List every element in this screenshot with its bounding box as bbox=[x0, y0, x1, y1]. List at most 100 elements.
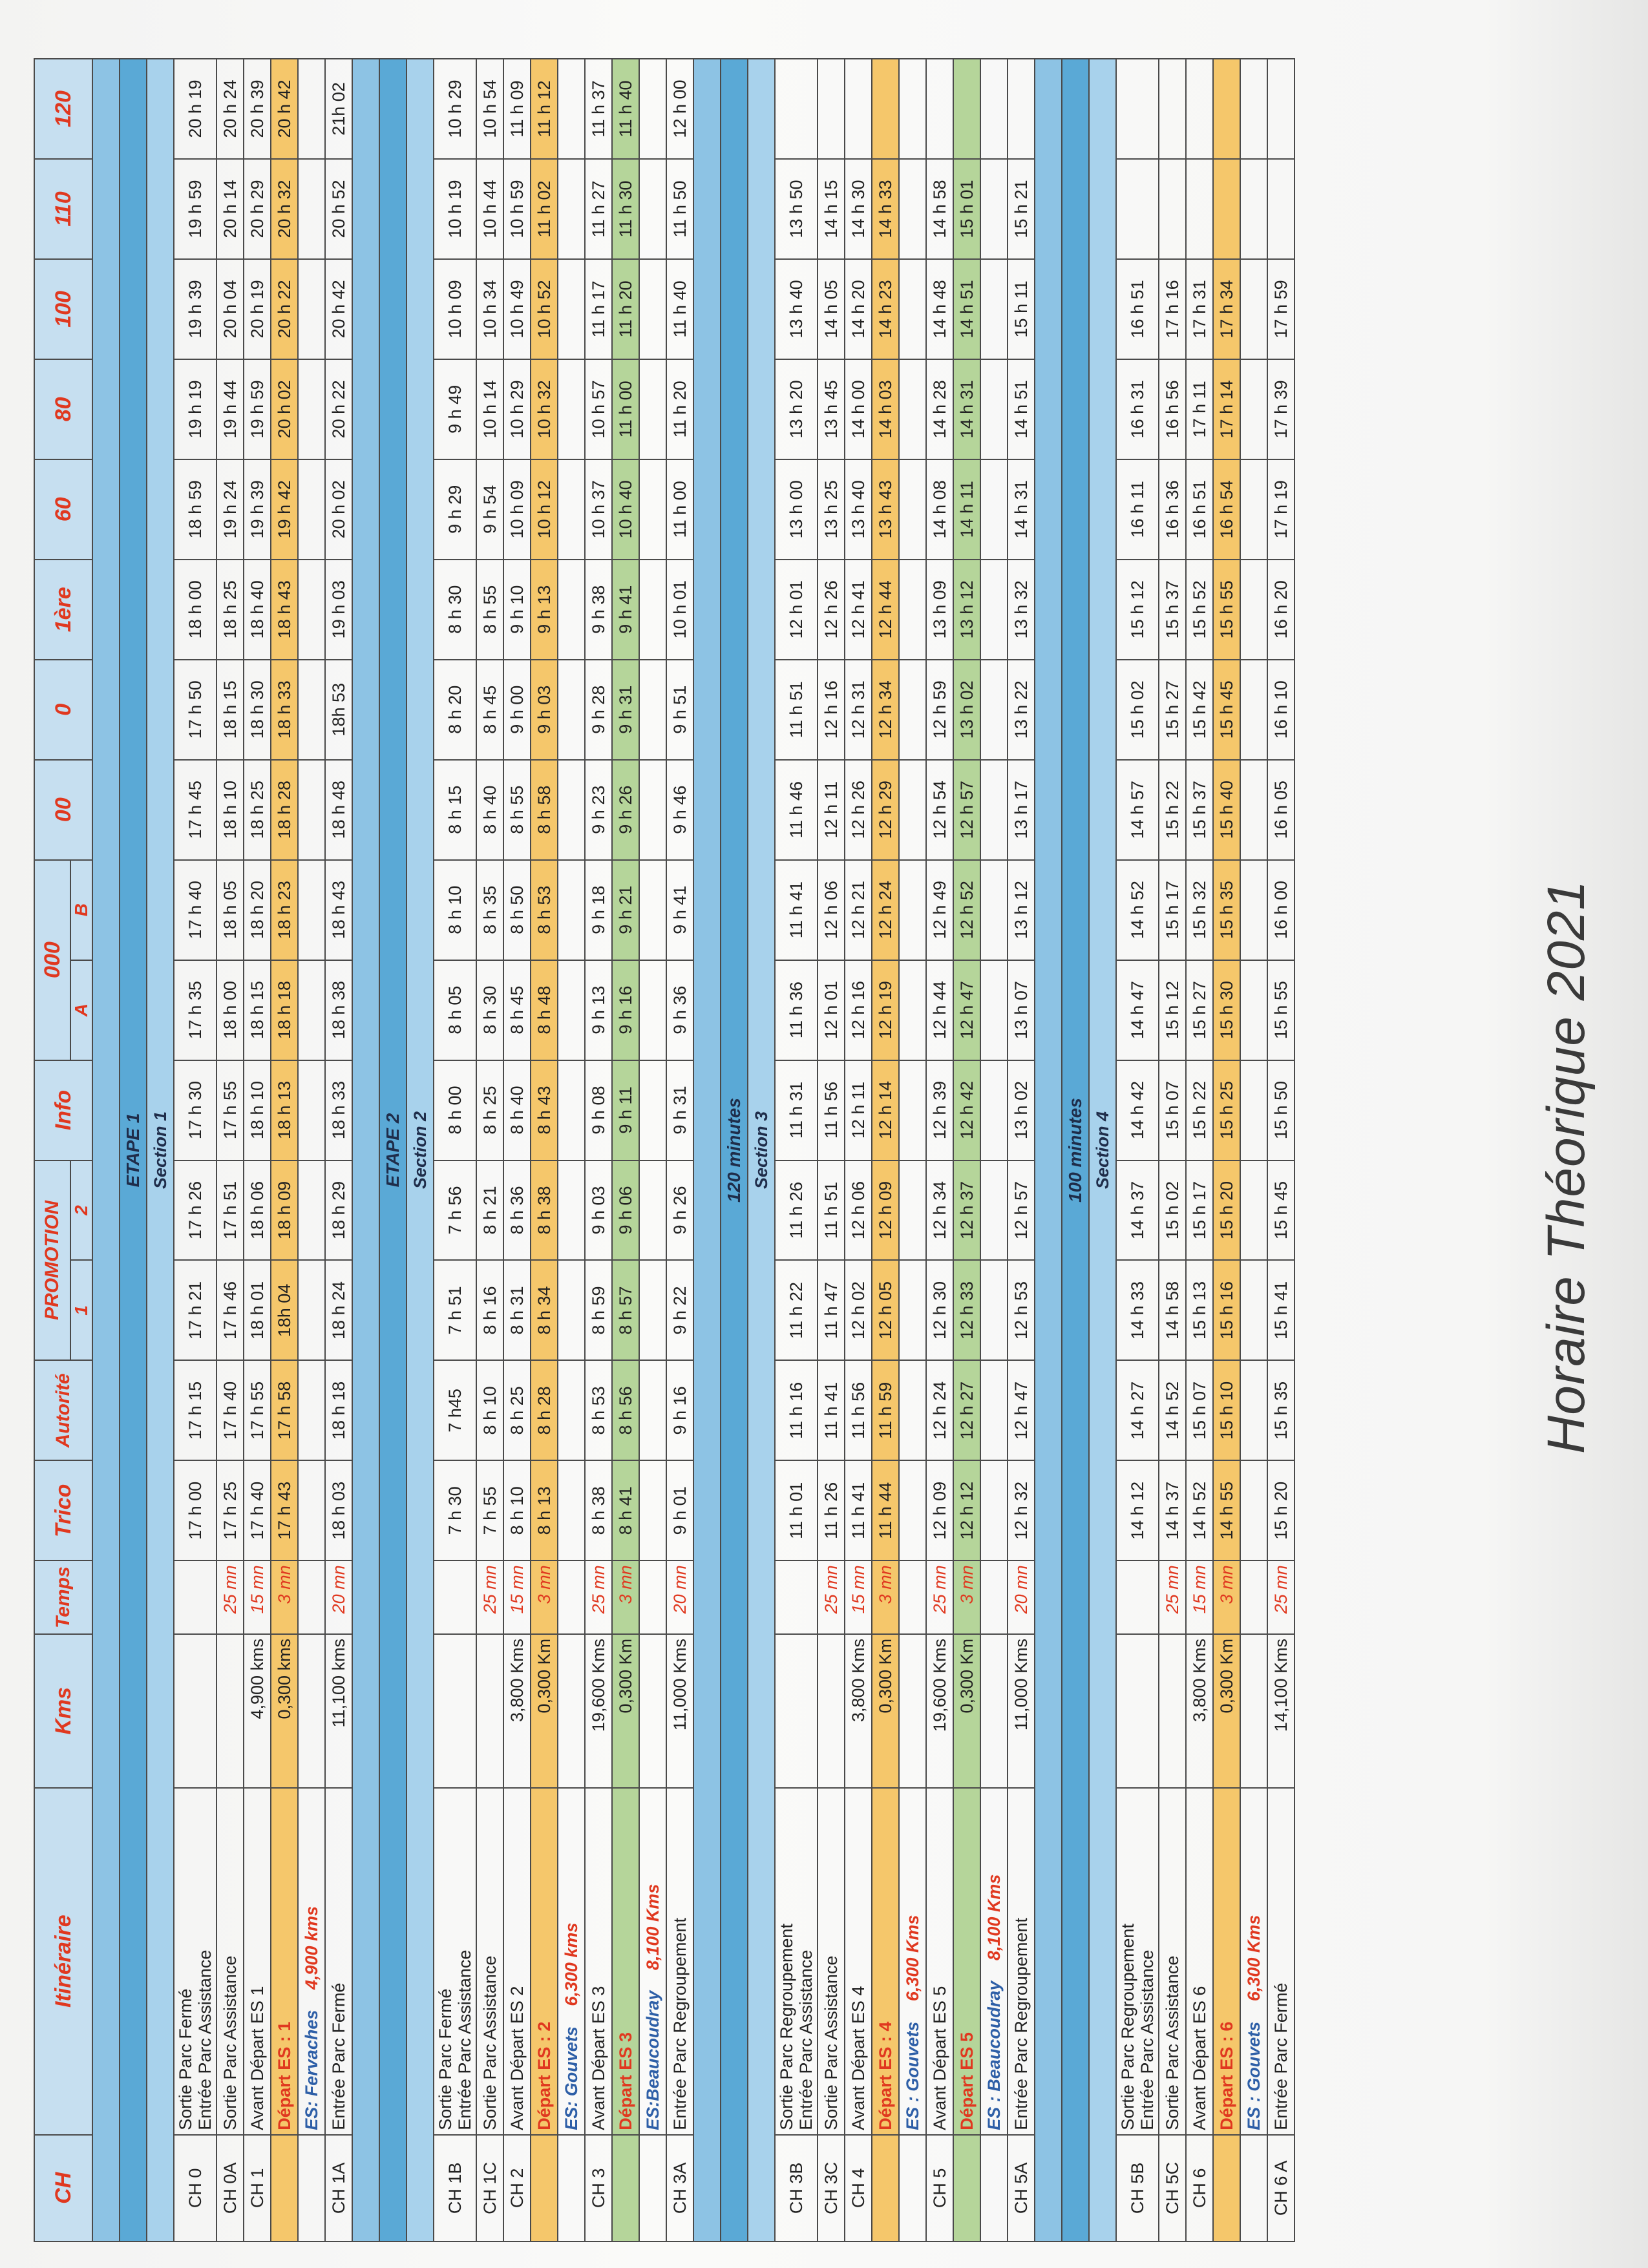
time-cell bbox=[1116, 158, 1159, 259]
time-cell: 20 h 19 bbox=[174, 59, 217, 159]
schedule-row: CH 1C Sortie Parc Assistance 25 mn 7 h 55 8 … bbox=[476, 59, 503, 2242]
time-cell bbox=[1267, 59, 1294, 159]
time-cell: 17 h 26 bbox=[174, 1160, 217, 1261]
time-cell: 18 h 38 bbox=[325, 960, 352, 1060]
time-cell: 13 h 09 bbox=[926, 559, 953, 660]
time-cell: 7 h 51 bbox=[434, 1260, 476, 1361]
ch-cell: CH 5 bbox=[926, 2134, 953, 2242]
empty-cell bbox=[899, 859, 926, 960]
empty-cell bbox=[639, 59, 666, 159]
empty-cell bbox=[1240, 359, 1267, 459]
ch-cell: CH 1C bbox=[476, 2134, 503, 2242]
kms-cell bbox=[434, 1633, 476, 1788]
time-cell: 10 h 12 bbox=[531, 459, 558, 560]
time-cell: 11 h 00 bbox=[666, 459, 693, 560]
empty-cell bbox=[639, 1560, 666, 1634]
empty-cell bbox=[1240, 1560, 1267, 1634]
schedule-row: CH 6 A Entrée Parc Fermé 14,100 Kms 25 mn 15… bbox=[1267, 59, 1294, 2242]
time-cell: 13 h 20 bbox=[775, 359, 818, 459]
ch-cell bbox=[612, 2134, 639, 2242]
time-cell: 18 h 20 bbox=[244, 859, 271, 960]
time-cell: 10 h 09 bbox=[503, 459, 531, 560]
time-cell: 13 h 00 bbox=[775, 459, 818, 560]
time-cell: 17 h 45 bbox=[174, 759, 217, 860]
time-cell: 12 h 33 bbox=[953, 1260, 980, 1361]
itinerary-line: Sortie Parc Assistance bbox=[480, 1955, 500, 2130]
schedule-row: CH 5B Sortie Parc Regroupement Entrée Parc… bbox=[1116, 59, 1159, 2242]
empty-cell bbox=[639, 158, 666, 259]
empty-cell bbox=[1240, 1260, 1267, 1361]
time-cell: 15 h 35 bbox=[1267, 1360, 1294, 1461]
time-cell: 12 h 16 bbox=[845, 960, 872, 1060]
schedule-row: CH 5C Sortie Parc Assistance 25 mn 14 h 37 1… bbox=[1159, 59, 1186, 2242]
time-cell: 10 h 32 bbox=[531, 359, 558, 459]
time-cell: 10 h 01 bbox=[666, 559, 693, 660]
time-cell: 11 h 51 bbox=[775, 659, 818, 760]
time-cell: 15 h 50 bbox=[1267, 1060, 1294, 1160]
time-cell: 12 h 19 bbox=[872, 960, 899, 1060]
header-000-b: B bbox=[70, 859, 92, 960]
itinerary-line: Entrée Parc Regroupement bbox=[670, 1918, 690, 2130]
time-cell: 18 h 06 bbox=[244, 1160, 271, 1261]
time-cell: 9 h 11 bbox=[612, 1060, 639, 1160]
empty-cell bbox=[899, 659, 926, 760]
time-cell: 12 h 00 bbox=[666, 59, 693, 159]
time-cell: 15 h 27 bbox=[1186, 960, 1213, 1060]
time-cell: 17 h 40 bbox=[174, 859, 217, 960]
time-cell: 12 h 32 bbox=[1008, 1460, 1035, 1561]
itinerary-cell: Avant Départ ES 6 bbox=[1186, 1787, 1213, 2135]
time-cell: 20 h 02 bbox=[271, 359, 298, 459]
empty-cell bbox=[1240, 759, 1267, 860]
time-cell bbox=[1186, 158, 1213, 259]
schedule-row: Départ ES : 2 0,300 Km 3 mn 8 h 13 8 h 28 8 h… bbox=[531, 59, 558, 2242]
time-cell: 12 h 02 bbox=[845, 1260, 872, 1361]
empty-cell bbox=[1240, 158, 1267, 259]
itinerary-cell: Départ ES 3 bbox=[612, 1787, 639, 2135]
schedule-row: Départ ES 5 0,300 Km 3 mn 12 h 12 12 h 27 12 … bbox=[953, 59, 980, 2242]
time-cell: 14 h 51 bbox=[953, 258, 980, 359]
time-cell: 9 h 28 bbox=[585, 659, 612, 760]
time-cell: 21h 02 bbox=[325, 59, 352, 159]
empty-cell bbox=[980, 559, 1008, 660]
time-cell: 17 h 16 bbox=[1159, 258, 1186, 359]
schedule-row: CH 0A Sortie Parc Assistance 25 mn 17 h 25 1… bbox=[217, 59, 244, 2242]
time-cell: 19 h 59 bbox=[244, 359, 271, 459]
empty-cell bbox=[298, 1633, 325, 1788]
special-stage-km: 8,100 Kms bbox=[984, 1874, 1004, 1966]
time-cell: 13 h 12 bbox=[1008, 859, 1035, 960]
schedule-table: CH Itinéraire Kms Temps Trico Autorité PROMOTI… bbox=[34, 58, 1295, 2242]
gap-cell bbox=[92, 59, 120, 2242]
time-cell: 9 h 38 bbox=[585, 559, 612, 660]
time-cell: 11 h 51 bbox=[818, 1160, 845, 1261]
time-cell: 20 h 42 bbox=[325, 258, 352, 359]
itinerary-line: Entrée Parc Fermé bbox=[1271, 1982, 1291, 2130]
time-cell: 20 h 02 bbox=[325, 459, 352, 560]
time-cell: 9 h 00 bbox=[503, 659, 531, 760]
time-cell: 9 h 26 bbox=[666, 1160, 693, 1261]
itinerary-line: Sortie Parc Assistance bbox=[220, 1955, 240, 2130]
empty-cell bbox=[558, 1260, 585, 1361]
kms-cell: 4,900 kms bbox=[244, 1633, 271, 1788]
time-cell: 16 h 54 bbox=[1213, 459, 1240, 560]
time-cell: 14 h 08 bbox=[926, 459, 953, 560]
empty-cell bbox=[1240, 1360, 1267, 1461]
time-cell: 10 h 49 bbox=[503, 258, 531, 359]
ch-cell bbox=[558, 2134, 585, 2242]
time-cell: 8 h 50 bbox=[503, 859, 531, 960]
time-cell: 13 h 40 bbox=[775, 258, 818, 359]
ch-cell: CH 6 A bbox=[1267, 2134, 1294, 2242]
time-cell: 8 h 34 bbox=[531, 1260, 558, 1361]
time-cell: 12 h 47 bbox=[953, 960, 980, 1060]
kms-cell: 11,000 Kms bbox=[666, 1633, 693, 1788]
special-stage-km: 4,900 kms bbox=[301, 1906, 321, 1995]
time-cell: 17 h 55 bbox=[217, 1060, 244, 1160]
time-cell: 12 h 09 bbox=[926, 1460, 953, 1561]
time-cell: 15 h 21 bbox=[1008, 158, 1035, 259]
header-category-11: 110 bbox=[34, 158, 92, 259]
empty-cell bbox=[980, 659, 1008, 760]
time-cell: 14 h 27 bbox=[1116, 1360, 1159, 1461]
time-cell: 9 h 06 bbox=[612, 1160, 639, 1261]
time-cell: 12 h 30 bbox=[926, 1260, 953, 1361]
time-cell: 18 h 33 bbox=[325, 1060, 352, 1160]
schedule-row: CH 1B Sortie Parc Fermé Entrée Parc Assist… bbox=[434, 59, 476, 2242]
